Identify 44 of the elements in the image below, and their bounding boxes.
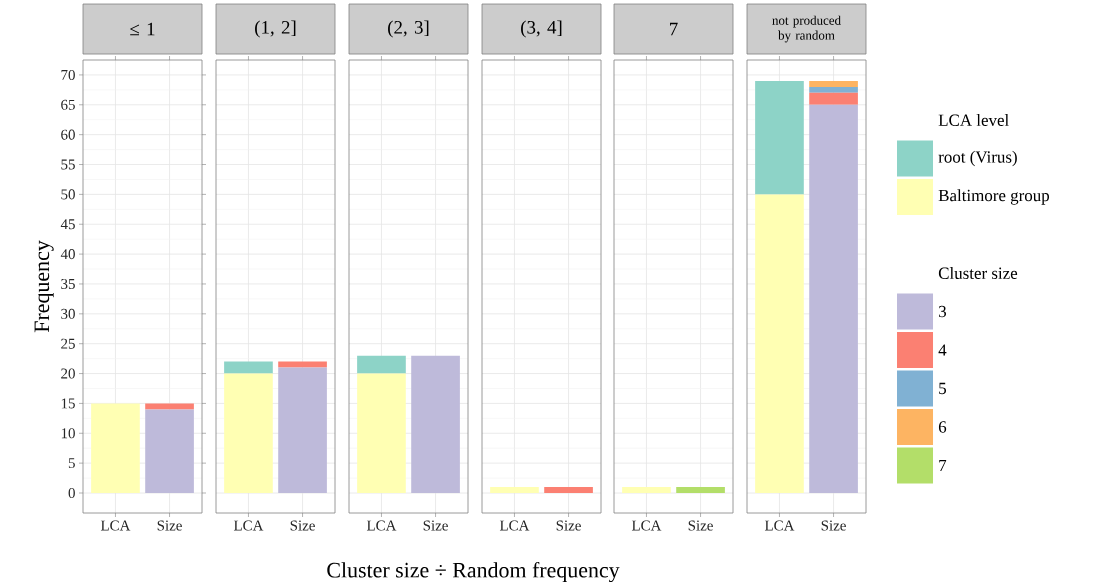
y-tick-label: 10	[61, 428, 75, 439]
y-tick-label: 40	[60, 249, 75, 260]
legend-label: Baltimore group	[938, 189, 1050, 205]
chart-title: (3, 4]	[521, 20, 562, 38]
x-tick-label: Size	[157, 520, 182, 531]
y-tick-label: 55	[61, 159, 75, 170]
chart-title: 7	[670, 22, 678, 36]
y-tick-label: 35	[61, 278, 75, 289]
legend-title: LCA level	[938, 114, 1009, 126]
y-tick-label: 50	[61, 189, 75, 200]
chart-title: not produced by random	[772, 15, 841, 43]
legend-label: 3	[939, 305, 947, 318]
legend-label: root (Virus)	[938, 150, 1017, 167]
x-tick-label: Size	[821, 520, 846, 531]
x-tick-label: Size	[688, 520, 713, 531]
y-tick-label: 60	[61, 129, 75, 140]
x-tick-label: LCA	[631, 520, 662, 531]
x-axis-title: Cluster size ÷ Random frequency	[327, 561, 620, 583]
x-tick-label: Size	[556, 520, 581, 531]
x-tick-label: LCA	[100, 520, 131, 531]
legend-label: 4	[938, 344, 947, 356]
y-tick-label: 65	[61, 99, 75, 110]
legend-label: 5	[939, 382, 947, 395]
chart-title: ≤ 1	[130, 22, 155, 36]
legend-label: 6	[938, 421, 947, 433]
x-tick-label: LCA	[366, 520, 397, 531]
x-tick-label: Size	[290, 520, 315, 531]
legend-label: 7	[939, 459, 947, 472]
text: Cluster size	[938, 267, 1018, 279]
y-tick-label: 25	[61, 338, 75, 349]
chart-title: (2, 3]	[388, 20, 429, 38]
x-tick-label: LCA	[499, 520, 530, 531]
y-tick-label: 30	[61, 308, 75, 319]
chart-title: (1, 2]	[255, 20, 296, 38]
y-tick-label: 5	[68, 458, 75, 469]
x-tick-label: LCA	[764, 520, 795, 531]
y-tick-label: 45	[60, 219, 75, 230]
y-tick-label: 70	[61, 69, 75, 80]
y-tick-label: 15	[61, 398, 75, 409]
y-tick-label: 20	[61, 368, 75, 379]
y-axis-title: Frequency	[34, 240, 54, 333]
y-tick-label: 0	[68, 487, 75, 499]
x-tick-label: Size	[423, 520, 448, 531]
x-tick-label: LCA	[233, 520, 264, 531]
